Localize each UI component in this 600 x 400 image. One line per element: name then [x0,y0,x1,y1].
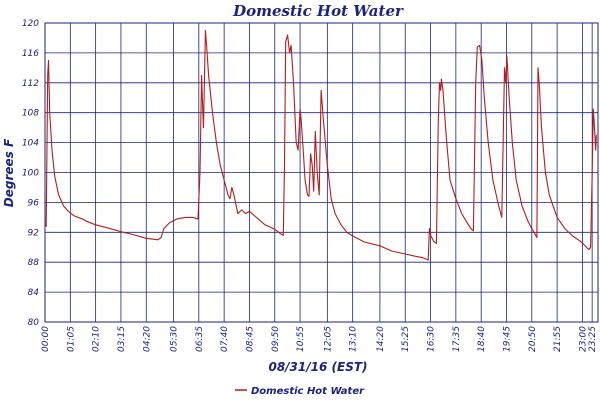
x-tick-label: 09:50 [271,326,281,352]
x-tick-label: 19:45 [502,326,512,352]
x-tick-label: 07:40 [220,326,230,352]
y-tick-label: 92 [28,228,40,238]
x-axis-label: 08/31/16 (EST) [268,360,367,374]
x-tick-label: 17:35 [452,326,462,352]
x-tick-label: 01:05 [66,326,76,352]
chart-title: Domestic Hot Water [232,2,404,20]
y-tick-label: 116 [22,49,39,59]
x-tick-label: 04:20 [142,326,152,352]
x-tick-label: 00:00 [41,326,51,352]
series-line [44,29,597,261]
x-tick-label: 20:50 [528,326,538,352]
y-tick-label: 108 [22,109,39,119]
x-tick-label: 13:10 [349,326,359,352]
x-tick-label: 05:30 [170,326,180,352]
y-tick-label: 112 [22,79,39,89]
x-tick-label: 14:20 [376,326,386,352]
x-tick-label: 21:55 [553,326,563,352]
x-tick-label: 03:15 [117,326,127,352]
x-tick-label: 18:40 [477,326,487,352]
y-tick-label: 88 [28,258,40,268]
x-tick-label: 15:25 [401,326,411,352]
x-tick-label: 02:10 [92,326,102,352]
x-tick-label: 06:35 [195,326,205,352]
legend: Domestic Hot Water [235,386,365,397]
y-tick-label: 96 [28,198,40,208]
x-tick-label: 10:55 [296,326,306,352]
plot-area: 80 84 88 92 96 100 104 108 112 116 120 00:00 01:05 02… [22,19,599,352]
x-tick-label: 08:45 [245,326,255,352]
x-tick-label: 23:00 [578,326,588,352]
x-tick-label: 16:30 [427,326,437,352]
y-tick-label: 80 [28,318,40,328]
y-tick-label: 84 [28,288,40,298]
plot-border [44,22,599,323]
y-tick-label: 100 [22,169,39,179]
x-tick-label: 23:25 [588,326,598,352]
x-tick-label: 12:05 [323,326,333,352]
y-axis-label: Degrees F [2,138,16,207]
legend-label: Domestic Hot Water [251,386,365,397]
y-tick-label: 104 [22,139,39,149]
y-tick-label: 120 [22,19,39,29]
